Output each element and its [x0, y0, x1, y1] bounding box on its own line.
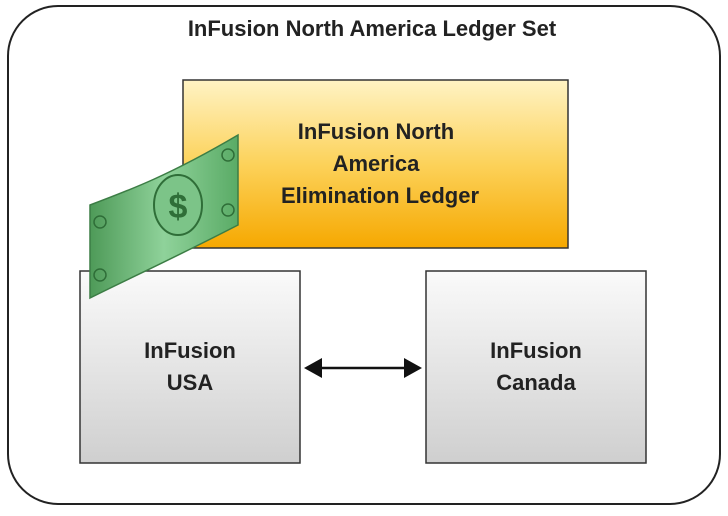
node-label: USA: [167, 370, 214, 395]
diagram-title: InFusion North America Ledger Set: [188, 16, 557, 41]
canada-ledger-box: [426, 271, 646, 463]
node-label: InFusion North: [298, 119, 454, 144]
diagram: InFusion North America Ledger Set InFusi…: [0, 0, 728, 511]
node-label: InFusion: [144, 338, 236, 363]
svg-text:$: $: [169, 188, 188, 226]
node-label: Elimination Ledger: [281, 183, 479, 208]
node-label: Canada: [496, 370, 576, 395]
node-label: InFusion: [490, 338, 582, 363]
usa-ledger-box: [80, 271, 300, 463]
node-label: America: [333, 151, 421, 176]
